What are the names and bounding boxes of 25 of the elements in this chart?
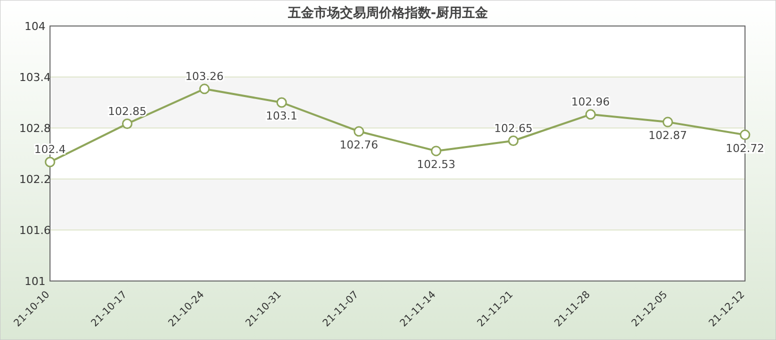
data-label: 103.26 bbox=[185, 70, 224, 83]
chart-title: 五金市场交易周价格指数-厨用五金 bbox=[286, 5, 490, 21]
point bbox=[740, 130, 750, 140]
y-tick-label: 104 bbox=[24, 20, 46, 33]
point bbox=[199, 84, 210, 94]
data-label: 102.96 bbox=[571, 95, 610, 108]
y-tick-label: 101 bbox=[24, 275, 46, 288]
data-label: 102.85 bbox=[108, 104, 146, 118]
y-tick-label: 102.2 bbox=[19, 173, 51, 186]
point bbox=[122, 118, 132, 129]
data-label: 102.65 bbox=[494, 122, 533, 135]
point bbox=[276, 97, 287, 108]
y-tick-label: 102.8 bbox=[19, 122, 51, 135]
data-label: 102.87 bbox=[648, 129, 688, 142]
point bbox=[354, 126, 364, 137]
point bbox=[44, 156, 56, 168]
point bbox=[662, 116, 674, 128]
point bbox=[430, 146, 442, 156]
point bbox=[508, 136, 519, 146]
point bbox=[585, 109, 596, 120]
data-label: 102.76 bbox=[340, 138, 378, 152]
y-tick-label: 101.6 bbox=[19, 224, 51, 237]
data-label: 103.1 bbox=[266, 110, 298, 122]
data-label: 102.53 bbox=[416, 158, 456, 171]
y-tick-label: 103.4 bbox=[19, 71, 51, 84]
